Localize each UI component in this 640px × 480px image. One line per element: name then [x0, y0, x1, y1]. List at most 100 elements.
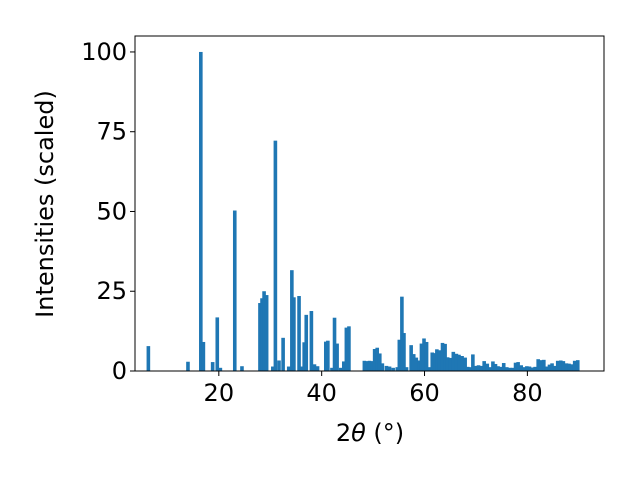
- bar: [395, 367, 400, 371]
- bar: [491, 361, 495, 371]
- bar: [544, 366, 549, 371]
- bar: [417, 360, 421, 371]
- bar: [362, 360, 367, 371]
- bar: [499, 366, 503, 371]
- bar: [488, 367, 492, 371]
- bar: [555, 360, 560, 371]
- bar: [304, 314, 309, 371]
- bar: [550, 363, 554, 371]
- bar: [564, 363, 569, 371]
- bar: [281, 337, 285, 371]
- bar: [297, 296, 301, 371]
- bar: [538, 360, 543, 371]
- bar: [260, 298, 264, 371]
- bar: [411, 354, 416, 371]
- bar: [335, 343, 339, 371]
- bar: [516, 362, 520, 371]
- bar: [505, 367, 509, 371]
- bar: [377, 353, 382, 371]
- bar: [397, 339, 402, 371]
- bar: [338, 367, 343, 371]
- bar: [218, 367, 223, 371]
- bar: [414, 357, 419, 371]
- bar: [451, 351, 456, 371]
- bar: [476, 365, 481, 371]
- bar: [323, 341, 328, 371]
- bar: [433, 353, 437, 371]
- bar: [309, 311, 314, 371]
- bar: [465, 366, 470, 371]
- bar: [457, 354, 461, 371]
- bar: [404, 367, 409, 371]
- x-axis-label-prefix: 2: [336, 419, 351, 447]
- bar: [210, 362, 215, 371]
- bar: [496, 366, 500, 371]
- bar: [215, 317, 220, 371]
- bar: [422, 338, 426, 371]
- bar: [427, 367, 431, 371]
- x-axis-label-unit: (°): [366, 419, 404, 447]
- bar: [341, 361, 346, 371]
- bar: [365, 361, 369, 371]
- bar: [271, 366, 275, 371]
- bar: [277, 360, 281, 371]
- bar: [508, 367, 512, 371]
- bar: [485, 363, 490, 371]
- bar: [572, 360, 577, 371]
- bar: [443, 343, 447, 371]
- bar: [454, 353, 459, 371]
- bar: [264, 295, 269, 371]
- y-tick-label: 0: [112, 357, 127, 385]
- bar: [240, 366, 244, 371]
- bar: [530, 367, 535, 371]
- bar: [471, 354, 475, 371]
- bar: [292, 297, 296, 371]
- bar: [430, 352, 435, 371]
- bar: [258, 303, 262, 371]
- x-tick-label: 60: [409, 379, 440, 407]
- bar: [232, 210, 237, 371]
- bar: [400, 296, 404, 371]
- bar: [262, 291, 266, 371]
- bar: [332, 317, 337, 371]
- bar: [384, 365, 389, 371]
- bar: [186, 361, 190, 371]
- y-tick-label: 50: [96, 197, 127, 225]
- bar: [409, 345, 413, 371]
- bar: [460, 356, 464, 371]
- bar: [519, 365, 524, 371]
- bar: [375, 347, 380, 371]
- bar-series: [146, 51, 580, 371]
- bar: [435, 349, 439, 371]
- x-tick-label: 40: [306, 379, 337, 407]
- bar: [300, 366, 304, 371]
- bar: [424, 341, 429, 371]
- bar: [559, 360, 563, 371]
- bar: [387, 366, 392, 371]
- y-axis-label: Intensities (scaled): [31, 90, 59, 318]
- bar: [547, 364, 552, 371]
- axes-frame: [134, 35, 605, 372]
- bar: [326, 340, 330, 371]
- bar: [553, 365, 557, 371]
- y-tick-label: 25: [96, 277, 127, 305]
- bar: [273, 140, 278, 371]
- bar: [533, 366, 537, 371]
- bar: [448, 357, 453, 371]
- y-axis: 0 25 50 75 100: [81, 38, 135, 385]
- y-tick-label: 75: [96, 118, 127, 146]
- bar: [501, 363, 506, 371]
- bar: [391, 367, 395, 371]
- bar: [199, 51, 203, 371]
- bar: [347, 326, 351, 371]
- bar: [146, 346, 151, 371]
- bar: [290, 270, 294, 371]
- bar: [315, 366, 320, 371]
- bar: [474, 365, 478, 371]
- bar: [527, 366, 532, 371]
- bar: [302, 342, 306, 371]
- bar: [201, 341, 206, 371]
- bar: [510, 367, 515, 371]
- bar: [440, 342, 445, 371]
- bar: [561, 361, 566, 371]
